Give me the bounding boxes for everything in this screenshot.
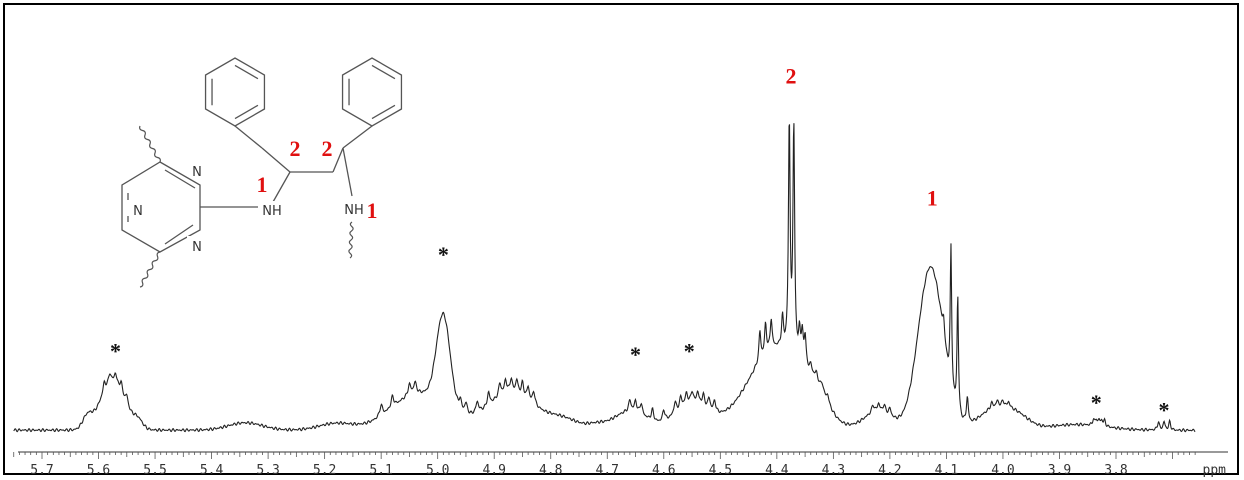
atom-n: N [192,240,202,255]
x-tick-label: 4.1 [935,463,958,478]
x-tick-label: 4.5 [709,463,732,478]
impurity-marker: * [684,338,695,363]
x-axis-unit-label: ppm [1203,463,1227,478]
atom-n: N [192,165,202,180]
x-tick-label: 5.3 [256,463,279,478]
impurity-marker: * [1091,390,1102,415]
x-tick-label: 5.0 [426,463,449,478]
x-tick-label: 5.7 [30,463,53,478]
atom-bg [187,160,207,176]
atom-nh: NH [262,204,282,219]
x-tick-label: 5.6 [87,463,110,478]
x-tick-label: 3.9 [1048,463,1071,478]
x-tick-label: 4.0 [991,463,1014,478]
phenyl-ring-right [341,57,403,127]
x-tick-label: 5.4 [200,463,224,478]
atom-bg [342,202,362,218]
position-label: 2 [290,136,301,161]
bond [272,171,291,203]
bond [261,147,291,173]
x-tick-label: 4.4 [765,463,789,478]
x-tick-label: 4.8 [539,463,562,478]
double-bond [371,64,396,80]
x-tick-label: 4.2 [878,463,901,478]
atom-nh: NH [344,203,364,218]
double-bond [164,224,194,245]
double-bond [371,104,396,120]
bond [342,147,353,197]
x-tick-label: 3.8 [1104,463,1127,478]
wavy-bond [348,221,354,259]
impurity-marker: * [1159,398,1170,423]
position-label: 2 [322,136,333,161]
impurity-marker: * [110,338,121,363]
x-tick-label: 4.3 [822,463,845,478]
spectrum-frame [3,3,1239,475]
x-tick-label: 5.2 [313,463,336,478]
spectrum-line [13,123,1196,433]
atom-bg [187,236,207,252]
x-tick-label: 5.1 [369,463,392,478]
atom-n: N [133,204,143,219]
double-bond [234,104,259,120]
peak-label: 1 [927,186,938,211]
bond [234,125,263,149]
double-bond [164,169,196,189]
double-bond [234,64,259,80]
bond [342,125,373,149]
impurity-marker: * [630,342,641,367]
impurity-marker: * [438,242,449,267]
peak-label: 2 [785,64,796,89]
position-label: 1 [367,198,378,223]
x-tick-label: 5.5 [143,463,166,478]
position-label: 1 [257,172,268,197]
atom-bg [262,201,282,217]
bond [332,147,344,173]
wavy-bond [139,251,161,288]
wavy-bond [139,125,161,163]
x-tick-label: 4.9 [482,463,505,478]
x-tick-label: 4.6 [652,463,675,478]
phenyl-ring-left [204,57,266,127]
atom-bg [126,200,146,216]
x-tick-label: 4.7 [596,463,619,478]
